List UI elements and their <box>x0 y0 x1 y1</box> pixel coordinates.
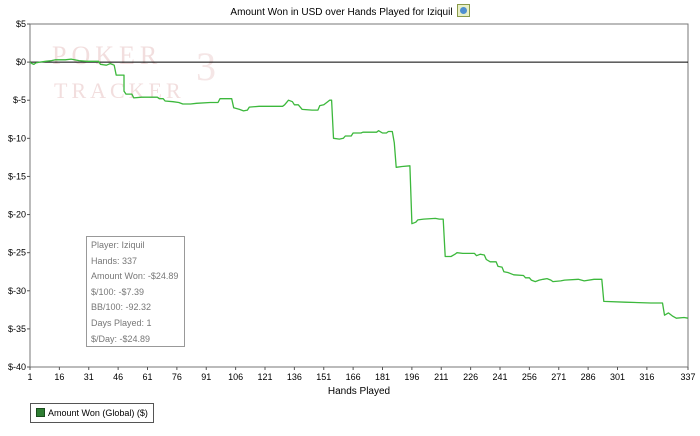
x-tick-label: 256 <box>522 372 537 382</box>
x-tick-label: 271 <box>551 372 566 382</box>
y-tick-label: $-25 <box>8 248 26 258</box>
watermark-logo: POKER TRACKER 3 <box>52 41 216 103</box>
chart-title-row: Amount Won in USD over Hands Played for … <box>0 4 700 20</box>
chart-title: Amount Won in USD over Hands Played for … <box>230 7 453 18</box>
info-line: Days Played: 1 <box>91 317 152 328</box>
x-tick-label: 121 <box>257 372 272 382</box>
watermark-number: 3 <box>196 44 216 89</box>
x-tick-label: 106 <box>228 372 243 382</box>
x-tick-label: 181 <box>375 372 390 382</box>
y-tick-label: $-10 <box>8 133 26 143</box>
y-tick-label: $-30 <box>8 286 26 296</box>
legend-label: Amount Won (Global) ($) <box>48 408 148 418</box>
x-tick-label: 286 <box>581 372 596 382</box>
info-line: BB/100: -92.32 <box>91 302 152 313</box>
player-info-box: Player: Iziquil Hands: 337 Amount Won: -$2… <box>86 236 185 347</box>
x-tick-label: 211 <box>434 372 448 382</box>
y-tick-label: $-35 <box>8 324 26 334</box>
plot-frame <box>29 23 689 368</box>
y-tick-label: $0 <box>16 57 26 67</box>
legend: Amount Won (Global) ($) <box>30 403 154 423</box>
ticks: $5$0$-5$-10$-15$-20$-25$-30$-35$-401 16 31… <box>8 19 696 382</box>
x-tick-label: 1 <box>27 372 32 382</box>
y-tick-label: $-20 <box>8 210 26 220</box>
x-tick-label: 241 <box>492 372 507 382</box>
x-tick-label: 91 <box>201 372 211 382</box>
series-line <box>29 58 689 319</box>
axes <box>29 23 689 368</box>
x-tick-label: 196 <box>404 372 419 382</box>
x-tick-label: 337 <box>680 372 695 382</box>
x-tick-label: 46 <box>113 372 123 382</box>
x-tick-label: 226 <box>463 372 478 382</box>
x-tick-label: 151 <box>316 372 331 382</box>
info-line: $/Day: -$24.89 <box>91 333 151 344</box>
info-line: Player: Iziquil <box>91 240 145 250</box>
x-tick-label: 301 <box>610 372 625 382</box>
x-tick-label: 61 <box>142 372 152 382</box>
legend-swatch <box>36 408 45 417</box>
x-tick-label: 16 <box>54 372 64 382</box>
y-tick-label: $-5 <box>13 95 26 105</box>
x-tick-label: 31 <box>84 372 94 382</box>
x-axis-label: Hands Played <box>328 386 390 397</box>
y-tick-label: $-15 <box>8 171 26 181</box>
y-tick-label: $5 <box>16 19 26 29</box>
x-tick-label: 136 <box>287 372 302 382</box>
info-line: Hands: 337 <box>91 255 138 266</box>
globe-icon[interactable] <box>456 4 470 17</box>
x-tick-label: 76 <box>172 372 182 382</box>
watermark-line-2: TRACKER <box>54 78 185 103</box>
info-line: $/100: -$7.39 <box>91 286 145 297</box>
x-tick-label: 166 <box>346 372 361 382</box>
info-line: Amount Won: -$24.89 <box>91 271 179 282</box>
y-tick-label: $-40 <box>8 362 26 372</box>
x-tick-label: 316 <box>639 372 654 382</box>
series-group <box>29 58 689 319</box>
watermark-line-1: POKER <box>52 41 162 70</box>
